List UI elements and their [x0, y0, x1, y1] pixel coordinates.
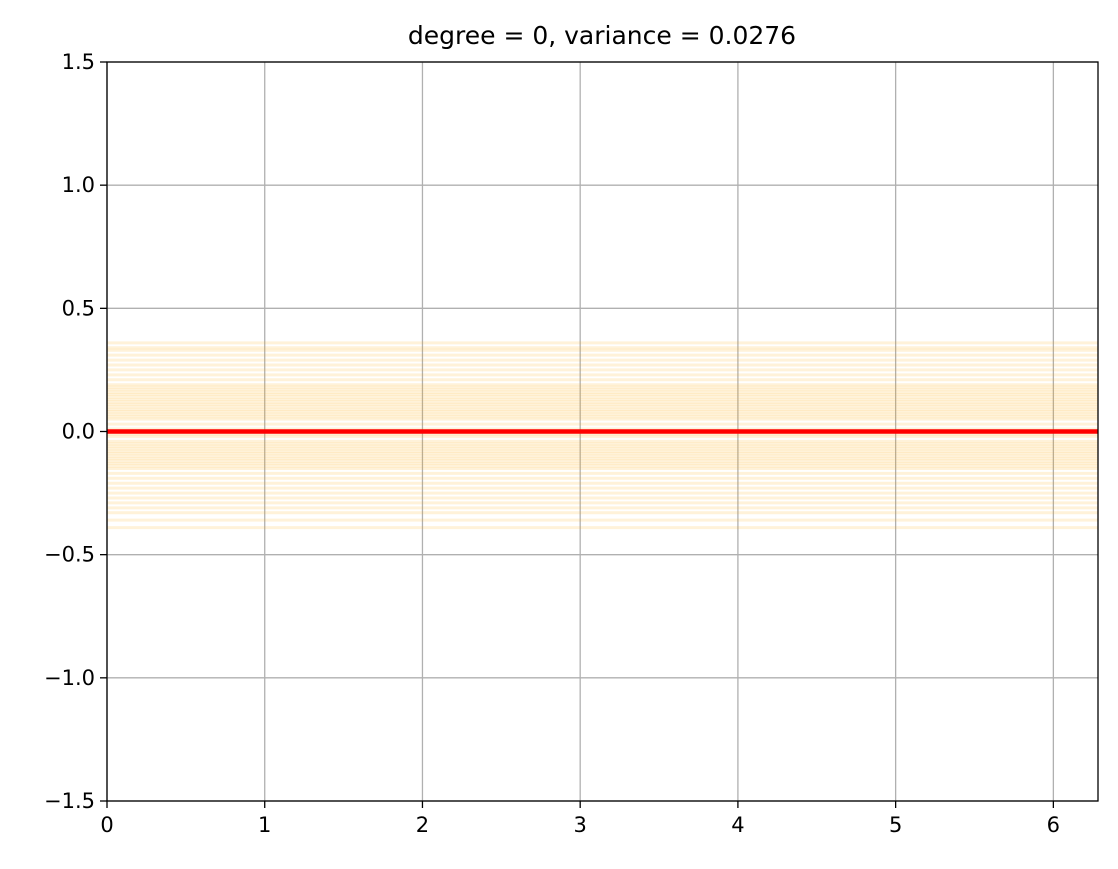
chart-title: degree = 0, variance = 0.0276 — [408, 21, 796, 50]
y-tick-label: −1.0 — [44, 666, 95, 690]
x-tick-label: 1 — [258, 813, 271, 837]
x-tick-label: 4 — [731, 813, 744, 837]
x-tick-label: 2 — [416, 813, 429, 837]
y-tick-label: −0.5 — [44, 543, 95, 567]
x-tick-label: 0 — [100, 813, 113, 837]
x-tick-label: 5 — [889, 813, 902, 837]
x-tick-label: 3 — [573, 813, 586, 837]
x-tick-label: 6 — [1047, 813, 1060, 837]
x-axis: 0 1 2 3 4 5 6 — [100, 801, 1060, 837]
y-axis: −1.5 −1.0 −0.5 0.0 0.5 1.0 1.5 — [44, 50, 107, 813]
y-tick-label: 1.0 — [62, 173, 95, 197]
y-tick-label: 1.5 — [62, 50, 95, 74]
y-tick-label: 0.0 — [62, 420, 95, 444]
fit-lines — [107, 341, 1098, 530]
y-tick-label: 0.5 — [62, 296, 95, 320]
y-tick-label: −1.5 — [44, 789, 95, 813]
